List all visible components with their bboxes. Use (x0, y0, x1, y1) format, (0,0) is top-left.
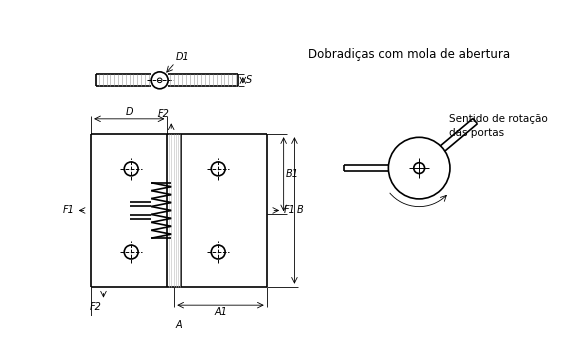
Text: F2: F2 (90, 302, 102, 312)
Text: F1: F1 (62, 206, 74, 215)
Text: F2: F2 (158, 109, 170, 119)
Text: S: S (246, 75, 252, 85)
Text: Dobradiças com mola de abertura: Dobradiças com mola de abertura (307, 48, 510, 61)
Text: A1: A1 (214, 307, 227, 317)
Text: D1: D1 (176, 52, 190, 62)
Text: B: B (297, 206, 303, 215)
Text: A: A (176, 320, 182, 330)
Text: F1: F1 (283, 206, 296, 215)
Text: B1: B1 (286, 169, 299, 179)
Text: Sentido de rotação
das portas: Sentido de rotação das portas (449, 114, 548, 138)
Text: D: D (126, 106, 133, 116)
